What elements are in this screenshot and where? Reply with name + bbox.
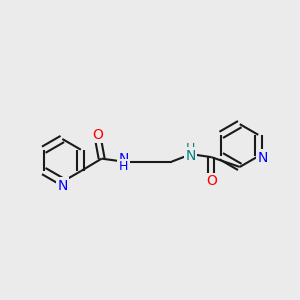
- Text: N: N: [118, 152, 129, 166]
- Text: N: N: [185, 148, 196, 163]
- Text: O: O: [93, 128, 104, 142]
- Text: N: N: [258, 151, 268, 165]
- Text: H: H: [119, 160, 128, 173]
- Text: O: O: [206, 174, 217, 188]
- Text: N: N: [58, 179, 68, 193]
- Text: H: H: [186, 142, 195, 155]
